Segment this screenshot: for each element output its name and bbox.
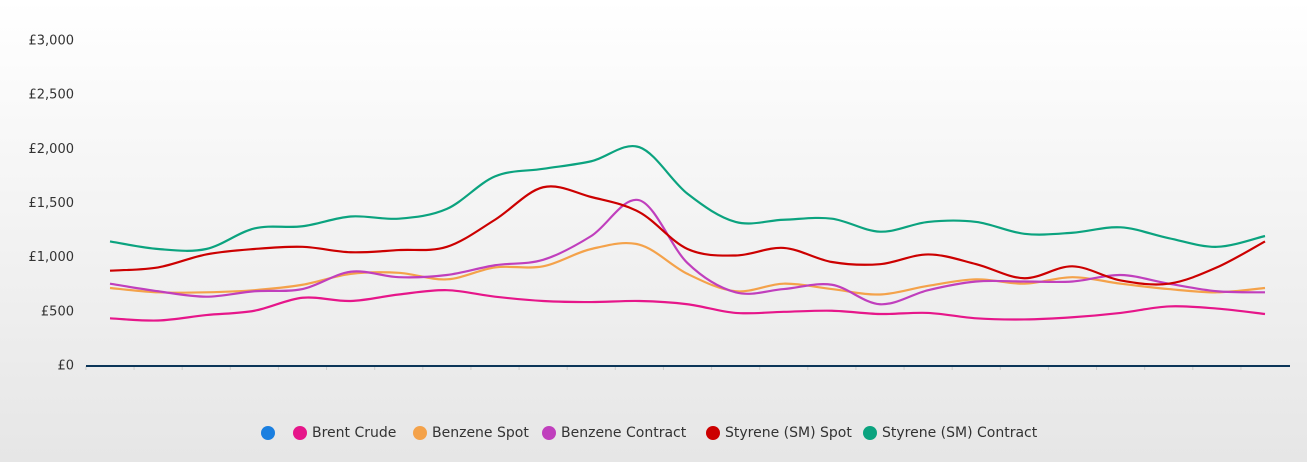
legend-label[interactable]: Benzene Contract	[561, 425, 687, 441]
legend-label[interactable]: Styrene (SM) Spot	[725, 425, 852, 441]
series-line	[109, 241, 1266, 296]
legend-marker[interactable]	[293, 426, 307, 440]
legend-marker[interactable]	[261, 426, 275, 440]
legend-marker[interactable]	[706, 426, 720, 440]
series-line	[109, 144, 1266, 252]
series-line	[109, 185, 1266, 286]
series-line	[109, 289, 1266, 322]
y-tick-label: £1,500	[29, 196, 75, 211]
y-tick-label: £500	[41, 304, 74, 319]
legend-label[interactable]: Styrene (SM) Contract	[882, 425, 1038, 441]
legend-marker[interactable]	[413, 426, 427, 440]
y-tick-label: £2,500	[29, 88, 75, 103]
legend-label[interactable]: Brent Crude	[312, 425, 396, 441]
y-tick-label: £2,000	[29, 142, 75, 157]
legend-marker[interactable]	[542, 426, 556, 440]
series-line	[109, 198, 1266, 306]
legend-label[interactable]: Benzene Spot	[432, 425, 529, 441]
y-tick-label: £3,000	[29, 34, 75, 49]
legend-marker[interactable]	[863, 426, 877, 440]
y-tick-label: £0	[57, 359, 74, 374]
y-tick-label: £1,000	[29, 250, 75, 265]
